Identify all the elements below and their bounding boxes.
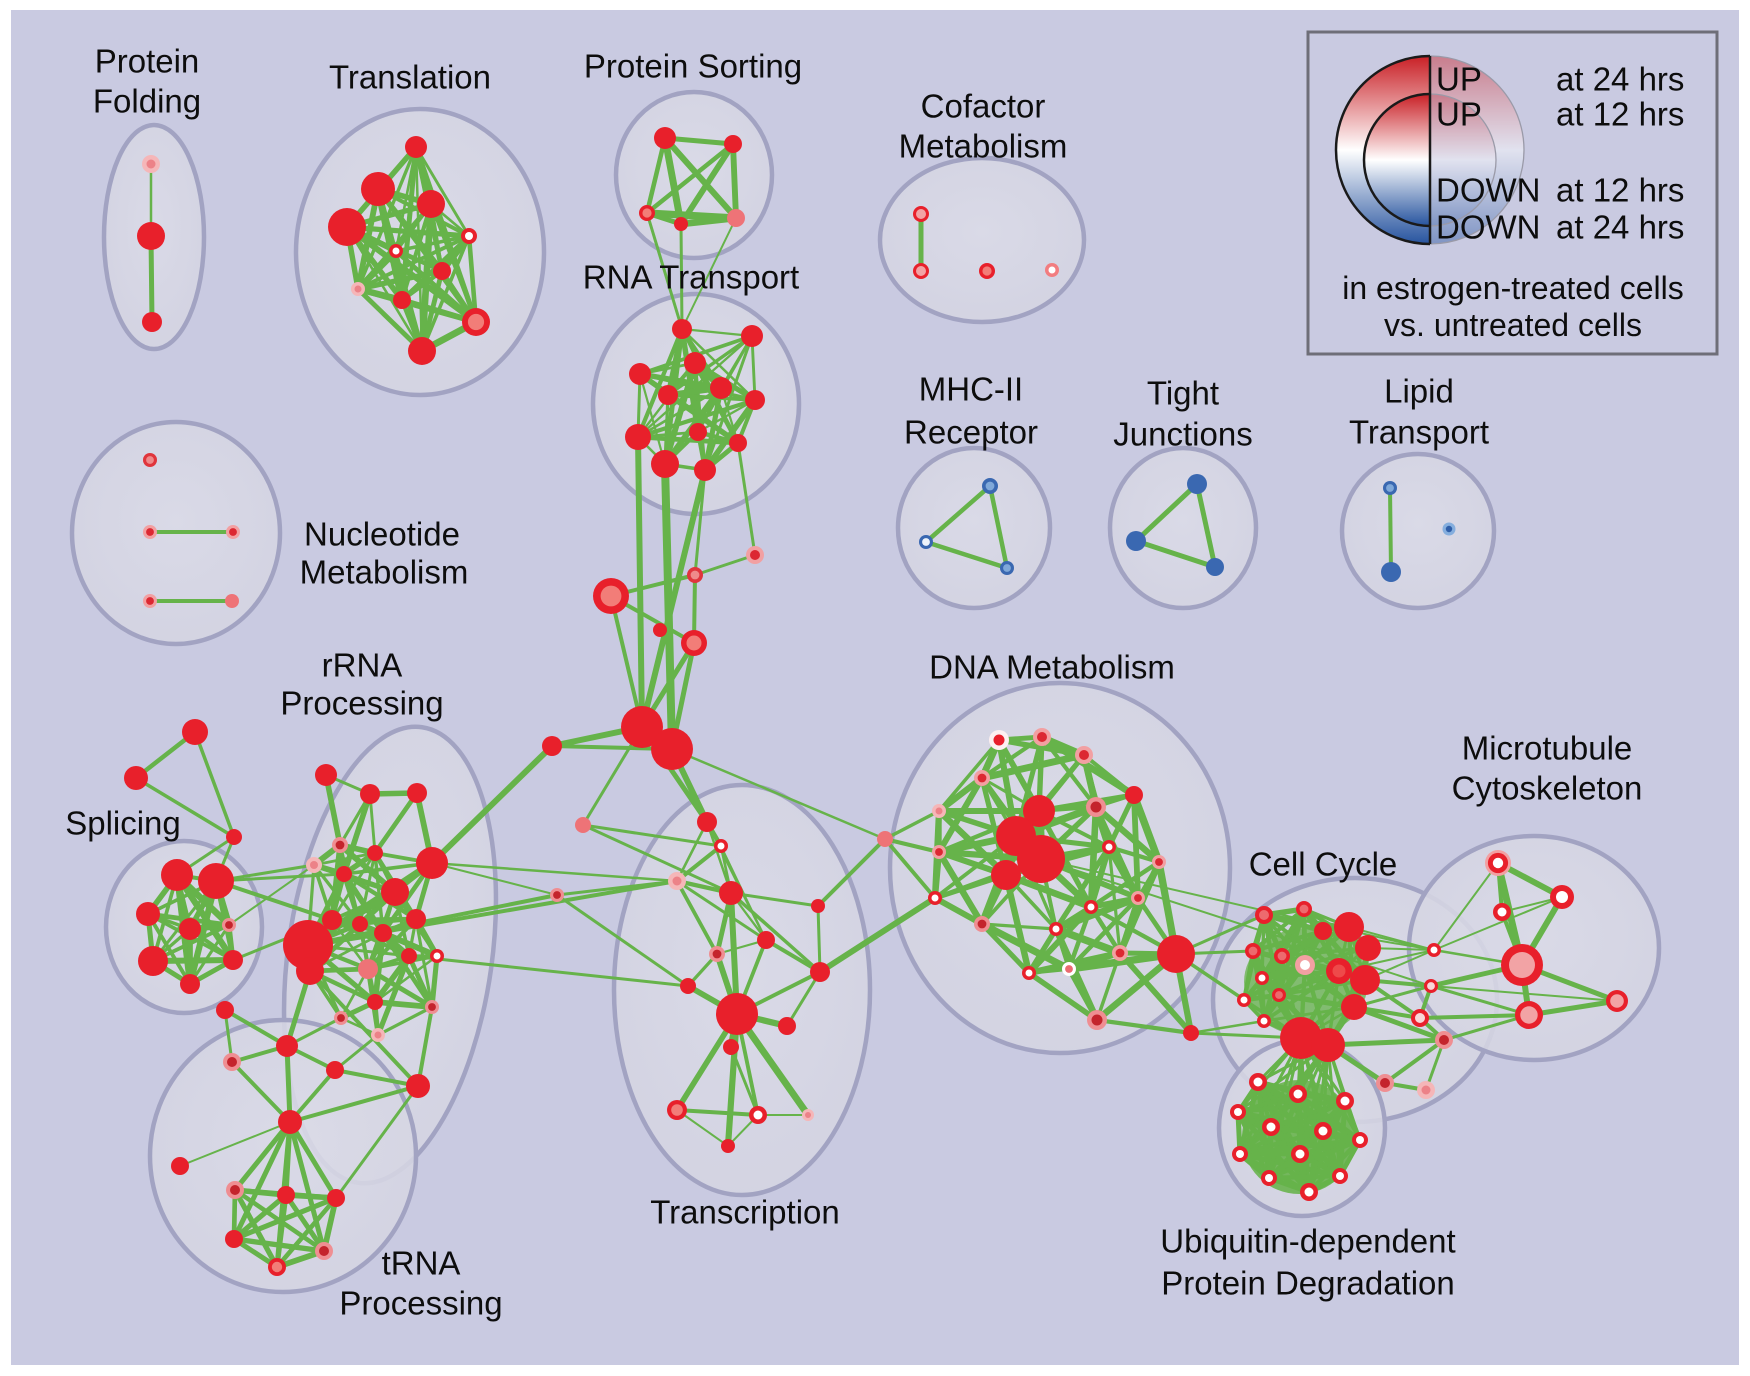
svg-text:Lipid: Lipid — [1384, 373, 1454, 410]
svg-text:Microtubule: Microtubule — [1462, 730, 1633, 767]
svg-text:Cell Cycle: Cell Cycle — [1249, 846, 1398, 883]
svg-text:Translation: Translation — [329, 59, 491, 96]
svg-text:rRNA: rRNA — [322, 647, 403, 684]
svg-text:Processing: Processing — [339, 1285, 502, 1322]
svg-text:Junctions: Junctions — [1113, 416, 1252, 453]
svg-text:at 12 hrs: at 12 hrs — [1556, 172, 1684, 209]
svg-text:Metabolism: Metabolism — [899, 128, 1068, 165]
svg-text:DOWN: DOWN — [1436, 172, 1540, 209]
svg-text:vs. untreated cells: vs. untreated cells — [1384, 307, 1642, 343]
svg-text:at 12 hrs: at 12 hrs — [1556, 96, 1684, 133]
svg-text:Splicing: Splicing — [65, 805, 181, 842]
svg-text:tRNA: tRNA — [382, 1245, 461, 1282]
svg-text:at 24 hrs: at 24 hrs — [1556, 209, 1684, 246]
svg-text:Cytoskeleton: Cytoskeleton — [1452, 770, 1643, 807]
svg-text:Nucleotide: Nucleotide — [304, 516, 460, 553]
svg-text:UP: UP — [1436, 61, 1482, 98]
svg-text:Cofactor: Cofactor — [921, 88, 1046, 125]
svg-text:Protein: Protein — [95, 43, 200, 80]
svg-text:Protein Sorting: Protein Sorting — [584, 48, 802, 85]
svg-text:UP: UP — [1436, 96, 1482, 133]
svg-text:Ubiquitin-dependent: Ubiquitin-dependent — [1160, 1223, 1455, 1260]
svg-text:Transcription: Transcription — [650, 1194, 840, 1231]
svg-text:Transport: Transport — [1349, 414, 1489, 451]
svg-text:DOWN: DOWN — [1436, 209, 1540, 246]
svg-text:Protein Degradation: Protein Degradation — [1161, 1265, 1455, 1302]
svg-text:at 24 hrs: at 24 hrs — [1556, 61, 1684, 98]
svg-text:Metabolism: Metabolism — [300, 554, 469, 591]
svg-text:Processing: Processing — [280, 685, 443, 722]
svg-text:DNA Metabolism: DNA Metabolism — [929, 649, 1175, 686]
svg-text:RNA Transport: RNA Transport — [583, 259, 799, 296]
svg-text:Receptor: Receptor — [904, 414, 1038, 451]
svg-text:Folding: Folding — [93, 83, 201, 120]
svg-text:in estrogen-treated cells: in estrogen-treated cells — [1342, 270, 1684, 306]
svg-text:Tight: Tight — [1147, 375, 1219, 412]
svg-text:MHC-II: MHC-II — [919, 371, 1023, 408]
